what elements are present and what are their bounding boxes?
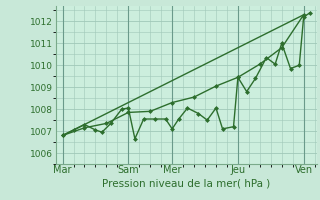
X-axis label: Pression niveau de la mer( hPa ): Pression niveau de la mer( hPa ) — [102, 178, 270, 188]
